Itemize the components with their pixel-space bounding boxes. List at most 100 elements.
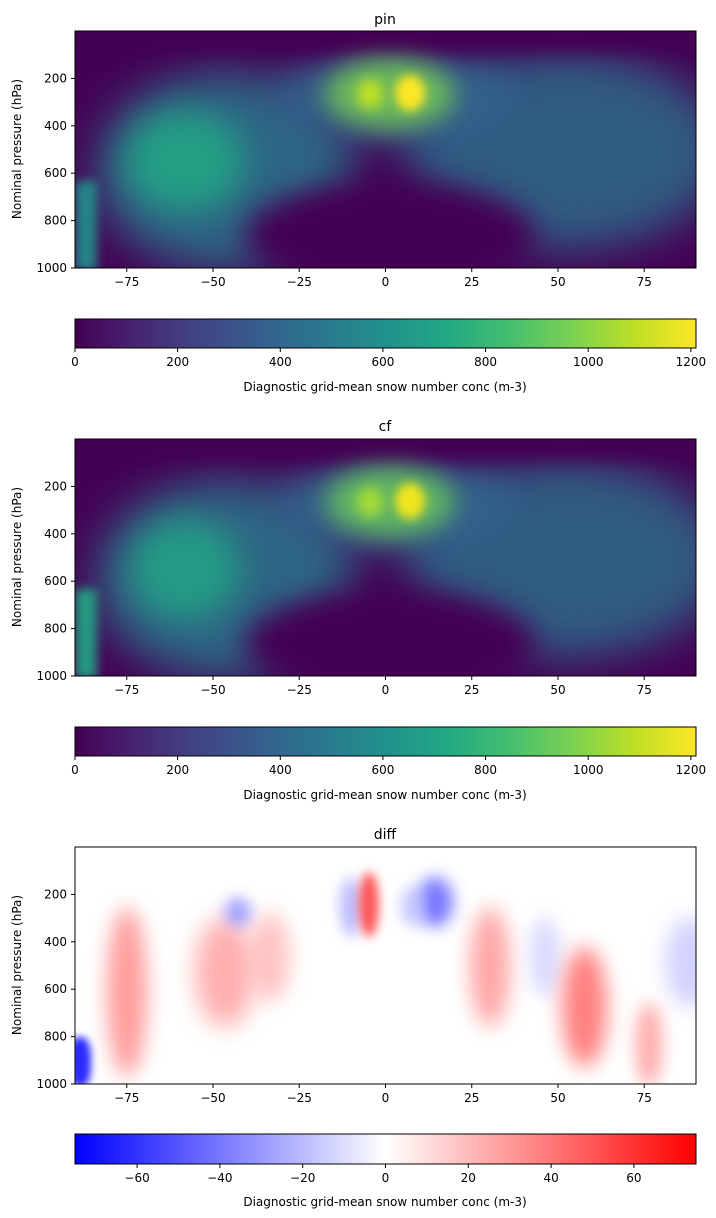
colorbar-tick-label: 800: [474, 355, 497, 369]
y-tick-label: 400: [44, 527, 67, 541]
colorbar-label: Diagnostic grid-mean snow number conc (m…: [243, 1195, 526, 1209]
y-tick-label: 800: [44, 622, 67, 636]
panel-title: diff: [374, 827, 397, 843]
diff-blob-blue: [225, 897, 251, 927]
diff-blob-red: [635, 1002, 663, 1084]
panel-diff: diff Nominal pressure (hPa) −75 −50 −2: [10, 827, 697, 1209]
heatmap-plot-area: [75, 847, 696, 1084]
x-tick-label: −50: [200, 1091, 225, 1105]
x-tick-label: 0: [382, 1091, 390, 1105]
y-axis-label: Nominal pressure (hPa): [10, 487, 24, 627]
colorbar-tick-label: 200: [166, 763, 189, 777]
x-tick-label: 25: [464, 1091, 479, 1105]
y-tick-label: 400: [44, 119, 67, 133]
colorbar-tick-label: 0: [71, 763, 79, 777]
diff-blob-blue: [340, 877, 362, 937]
colorbar: [74, 726, 697, 757]
x-tick-label: 75: [637, 683, 652, 697]
colorbar-tick-label: 1200: [676, 763, 707, 777]
colorbar: [74, 1133, 697, 1165]
colorbar-tick-label: 800: [474, 763, 497, 777]
diff-blob-red: [250, 912, 290, 1002]
y-tick-label: 200: [44, 887, 67, 901]
x-tick-label: 50: [550, 275, 565, 289]
heat-max-west: [357, 79, 383, 109]
x-tick-label: −75: [114, 683, 139, 697]
x-tick-label: 75: [637, 1091, 652, 1105]
colorbar-label: Diagnostic grid-mean snow number conc (m…: [243, 380, 526, 394]
diff-blob-red: [107, 907, 147, 1077]
y-tick-label: 400: [44, 935, 67, 949]
heat-lower-core: [245, 589, 535, 676]
y-tick-label: 200: [44, 71, 67, 85]
y-tick-label: 200: [44, 479, 67, 493]
heat-polar-column: [75, 589, 97, 676]
x-tick-label: 75: [637, 275, 652, 289]
heat-tropics-glow: [325, 467, 455, 537]
colorbar-tick-label: 1000: [573, 355, 604, 369]
colorbar-tick-label: 1000: [573, 763, 604, 777]
heatmap-plot-area: [75, 31, 696, 268]
diff-blob-blue-strong: [75, 1037, 91, 1084]
colorbar-tick-label: 40: [543, 1171, 558, 1185]
heat-south-maximum: [130, 519, 240, 619]
heat-top-band: [75, 31, 696, 51]
x-tick-label: −50: [200, 275, 225, 289]
x-tick-label: −50: [200, 683, 225, 697]
x-tick-label: 50: [550, 1091, 565, 1105]
colorbar-tick-label: 20: [461, 1171, 476, 1185]
diff-blob-blue: [665, 917, 696, 1007]
y-tick-label: 600: [44, 166, 67, 180]
diff-blob-blue: [530, 917, 560, 997]
panel-title: pin: [374, 12, 396, 28]
y-tick-label: 600: [44, 574, 67, 588]
x-tick-label: −25: [287, 1091, 312, 1105]
heat-max-east: [395, 75, 425, 111]
diff-blob-red: [195, 917, 255, 1027]
x-tick-label: −75: [114, 275, 139, 289]
colorbar-tick-label: −60: [124, 1171, 149, 1185]
colorbar-tick-label: 400: [269, 763, 292, 777]
colorbar-tick-label: 1200: [676, 355, 707, 369]
x-tick-label: 50: [550, 683, 565, 697]
y-tick-label: 800: [44, 214, 67, 228]
diff-blob-red-strong: [562, 947, 607, 1067]
heat-lower-core: [245, 181, 535, 268]
y-axis-label: Nominal pressure (hPa): [10, 895, 24, 1035]
heatmap-plot-area: [75, 439, 696, 676]
colorbar-tick-label: 200: [166, 355, 189, 369]
heat-polar-column: [75, 181, 97, 268]
colorbar-tick-label: 600: [371, 763, 394, 777]
y-axis-label: Nominal pressure (hPa): [10, 79, 24, 219]
panel-pin: pin Nominal pressure (hPa) −75 −50 −25 0 25 5…: [10, 12, 706, 394]
y-tick-label: 600: [44, 982, 67, 996]
diff-blob-red-strong: [359, 872, 379, 937]
colorbar-label: Diagnostic grid-mean snow number conc (m…: [243, 788, 526, 802]
panel-title: cf: [379, 419, 393, 435]
heat-tropics-glow: [325, 59, 455, 129]
heat-top-band: [75, 439, 696, 459]
colorbar-tick-label: 0: [71, 355, 79, 369]
colorbar: [74, 318, 697, 349]
heat-south-maximum: [125, 111, 245, 211]
colorbar-tick-label: −40: [207, 1171, 232, 1185]
y-tick-label: 800: [44, 1030, 67, 1044]
y-tick-label: 1000: [36, 669, 67, 683]
x-tick-label: 0: [382, 683, 390, 697]
y-tick-label: 1000: [36, 261, 67, 275]
heat-max-east: [395, 483, 425, 519]
diff-blob-blue: [400, 887, 425, 927]
colorbar-tick-label: −20: [290, 1171, 315, 1185]
colorbar-tick-label: 60: [626, 1171, 641, 1185]
x-tick-label: −75: [114, 1091, 139, 1105]
colorbar-tick-label: 600: [371, 355, 394, 369]
heat-max-west: [357, 487, 383, 517]
x-tick-label: 25: [464, 275, 479, 289]
colorbar-tick-label: 0: [382, 1171, 390, 1185]
colorbar-tick-label: 400: [269, 355, 292, 369]
x-tick-label: −25: [287, 275, 312, 289]
x-tick-label: 0: [382, 275, 390, 289]
x-tick-label: 25: [464, 683, 479, 697]
panel-cf: cf Nominal pressure (hPa) −75 −50 −25 0 25 50…: [10, 419, 706, 802]
